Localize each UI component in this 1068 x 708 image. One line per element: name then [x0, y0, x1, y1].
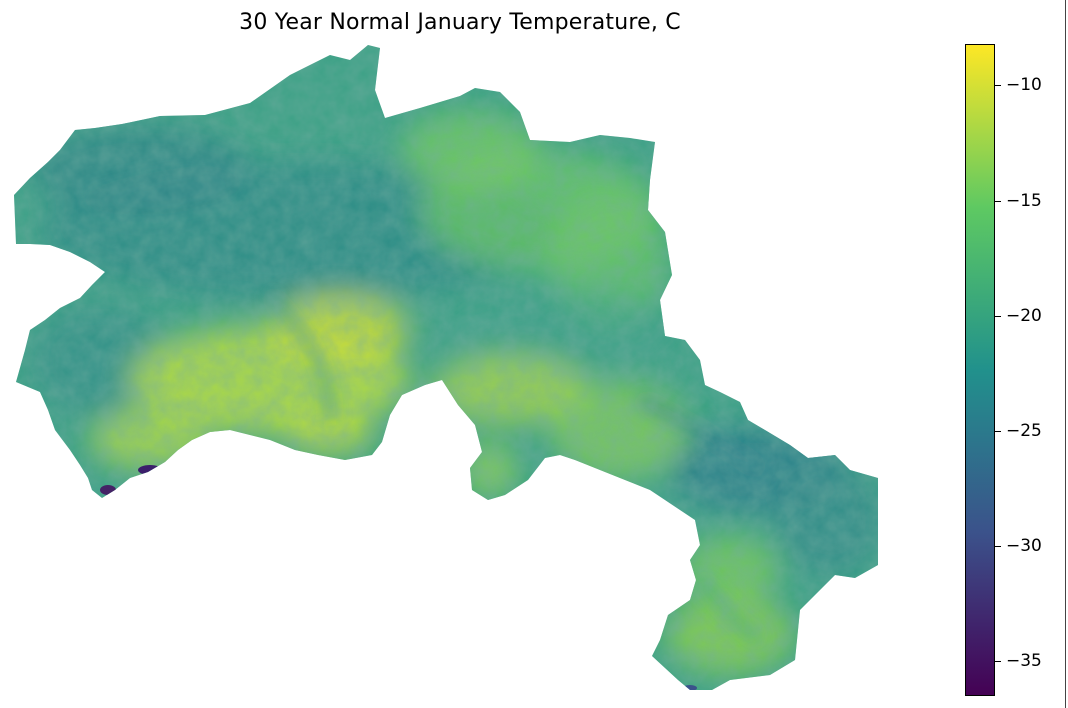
colorbar-tick-label: −25 [1006, 421, 1042, 441]
colorbar [965, 44, 995, 696]
map-region [14, 45, 878, 690]
panel-border [1065, 0, 1066, 708]
colorbar-tick [995, 661, 1001, 662]
colorbar-tick-label: −35 [1006, 651, 1042, 671]
colorbar-tick [995, 431, 1001, 432]
cold-spot [138, 465, 162, 475]
colorbar-tick [995, 546, 1001, 547]
cold-spot [683, 685, 697, 690]
colorbar-tick-label: −20 [1006, 306, 1042, 326]
temperature-map [14, 45, 878, 690]
colorbar-tick [995, 201, 1001, 202]
colorbar-tick [995, 316, 1001, 317]
map-title: 30 Year Normal January Temperature, C [239, 10, 681, 35]
colorbar-tick-label: −15 [1006, 191, 1042, 211]
colorbar-tick [995, 85, 1001, 86]
colorbar-gradient [966, 45, 994, 695]
cold-spot [100, 485, 116, 495]
colorbar-tick-label: −30 [1006, 536, 1042, 556]
colorbar-tick-label: −10 [1006, 75, 1042, 95]
